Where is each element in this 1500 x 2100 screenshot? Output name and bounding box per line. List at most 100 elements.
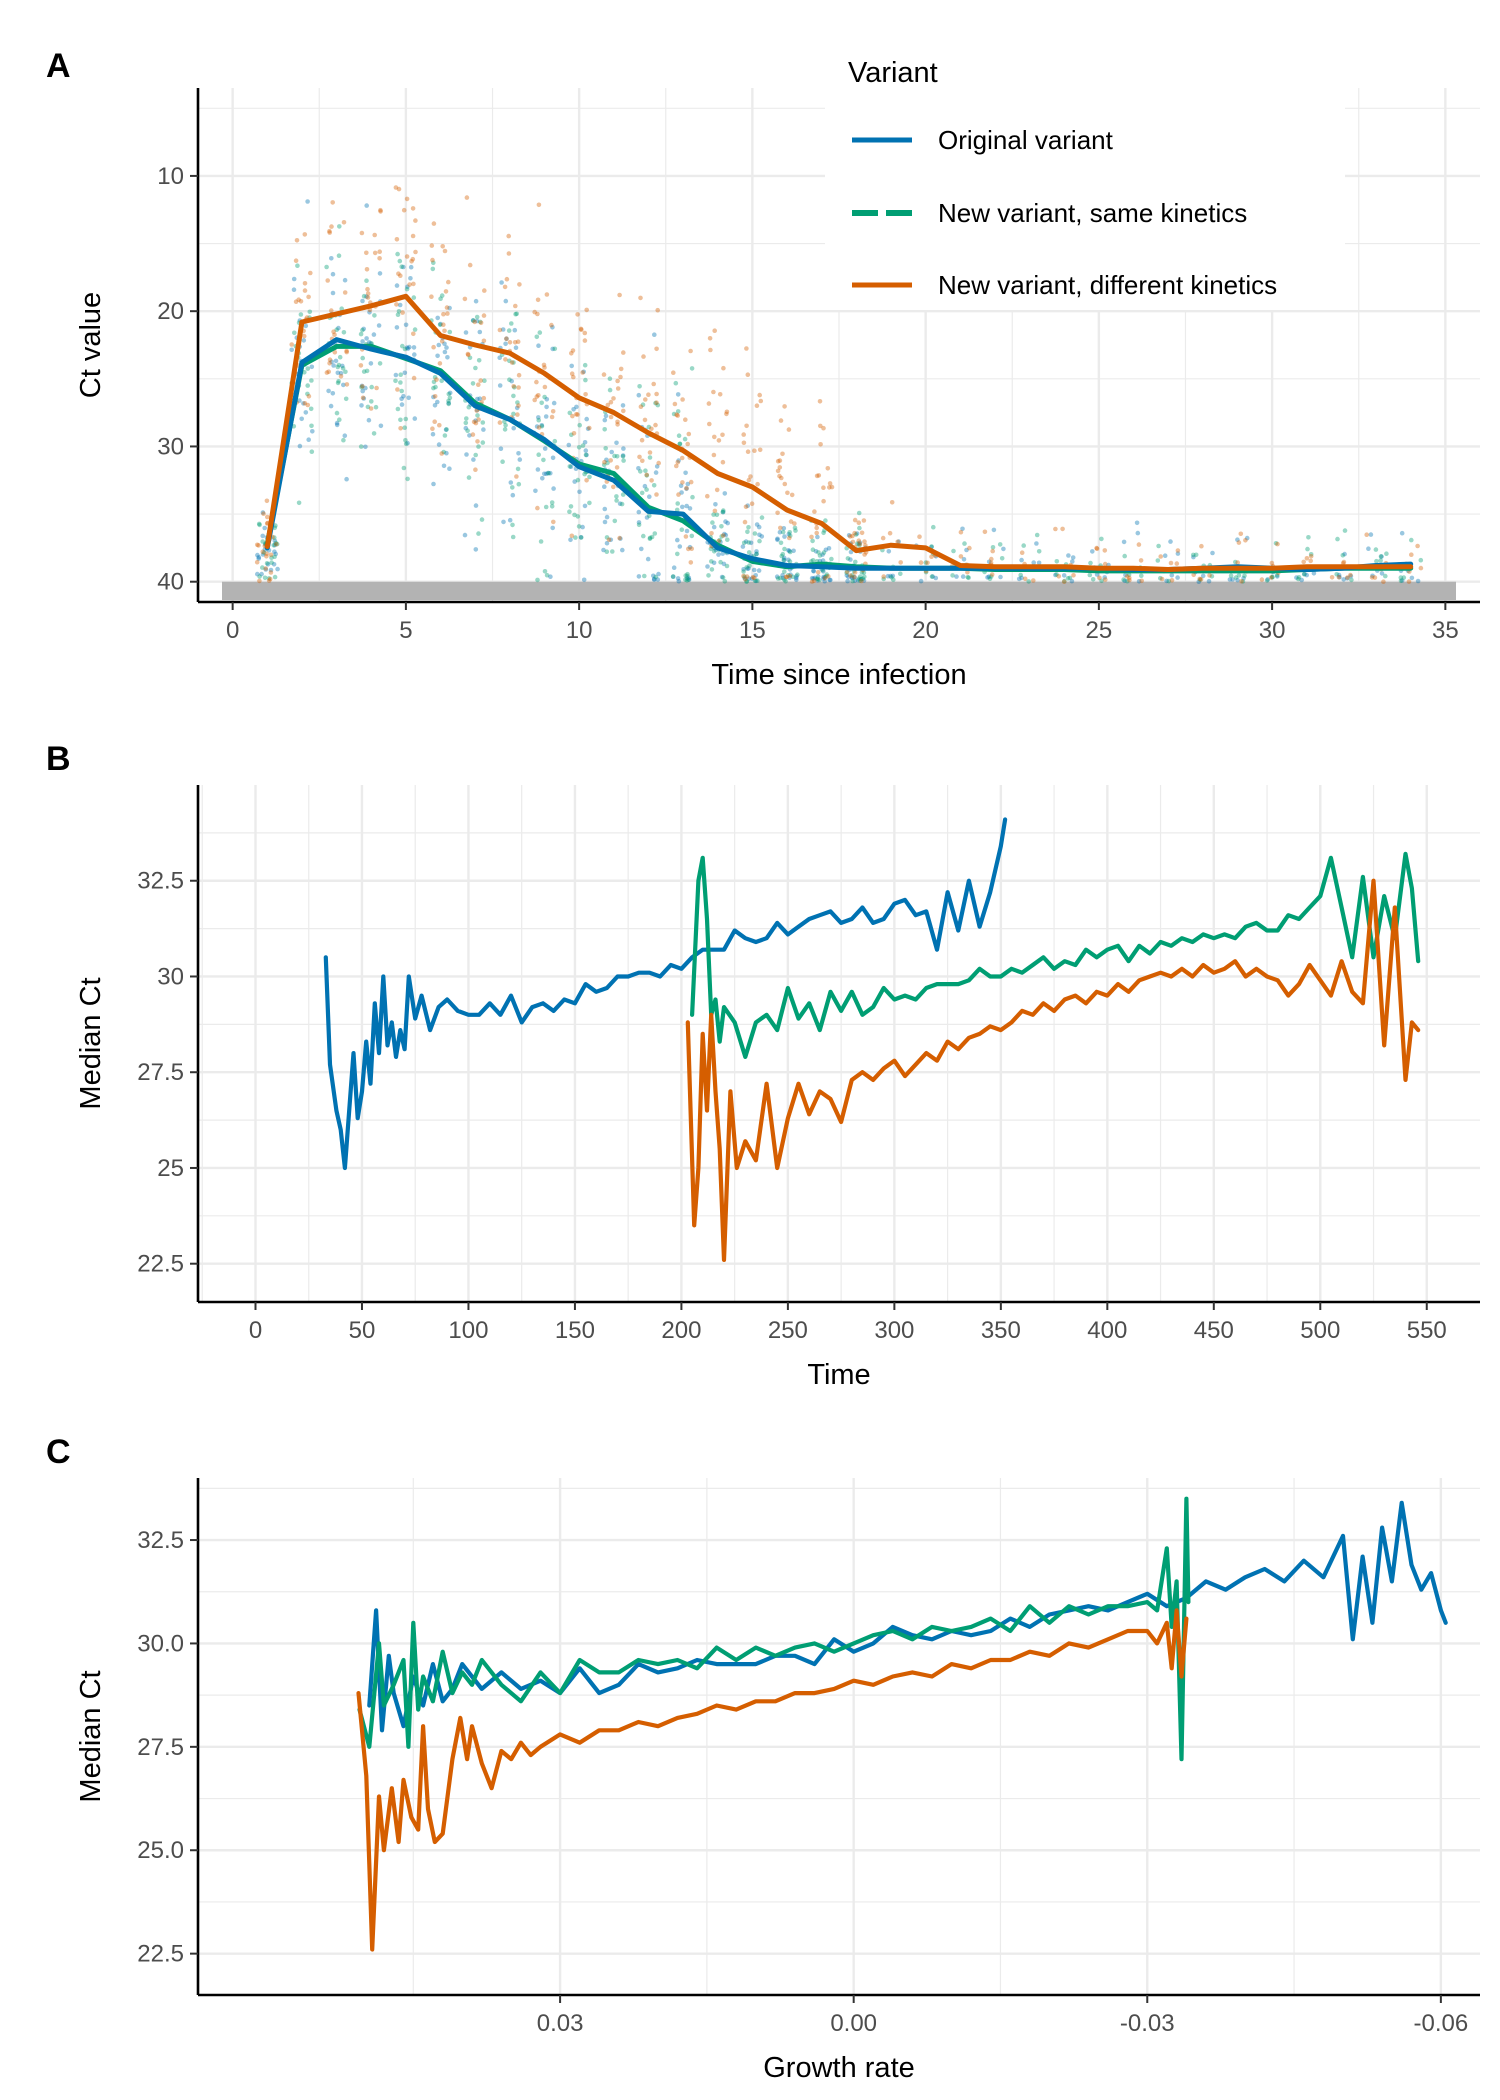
scatter-point (774, 574, 780, 579)
scatter-point (587, 425, 592, 431)
scatter-point (255, 552, 260, 558)
scatter-point (399, 264, 405, 270)
scatter-point (575, 514, 581, 519)
scatter-point (604, 514, 610, 520)
scatter-point (684, 576, 690, 581)
scatter-point (444, 345, 449, 350)
scatter-point (306, 394, 312, 399)
scatter-point (254, 559, 260, 565)
scatter-point (686, 577, 692, 582)
scatter-point (812, 575, 818, 581)
scatter-point (291, 276, 297, 282)
x-tick-label: 0.03 (537, 2010, 584, 2037)
scatter-point (676, 433, 682, 439)
scatter-point (567, 509, 572, 514)
scatter-point (646, 424, 652, 430)
scatter-point (679, 455, 685, 461)
scatter-point (365, 404, 371, 410)
scatter-point (1399, 578, 1405, 583)
x-tick-label: 35 (1432, 617, 1459, 644)
scatter-point (569, 363, 574, 369)
scatter-point (1191, 572, 1196, 578)
scatter-point (506, 328, 512, 333)
scatter-point (844, 573, 850, 578)
scatter-point (506, 251, 512, 256)
scatter-point (441, 311, 446, 317)
scatter-point (1236, 573, 1242, 578)
scatter-point (982, 529, 988, 535)
scatter-point (933, 575, 939, 581)
scatter-point (716, 552, 721, 557)
scatter-point (376, 323, 382, 328)
scatter-point (404, 286, 410, 292)
scatter-point (301, 333, 307, 339)
scatter-point (446, 401, 452, 407)
scatter-point (958, 529, 964, 535)
scatter-point (535, 297, 541, 303)
scatter-point (986, 574, 992, 579)
scatter-point (431, 394, 436, 400)
scatter-point (792, 525, 798, 531)
scatter-point (744, 579, 749, 584)
scatter-point (651, 576, 657, 582)
scatter-point (378, 423, 384, 429)
scatter-point (786, 531, 792, 537)
series-line-different-kinetics (356, 1608, 1189, 1952)
scatter-point (465, 351, 471, 357)
scatter-point (823, 518, 828, 523)
scatter-point (582, 330, 588, 336)
scatter-point (1060, 526, 1065, 532)
scatter-point (848, 573, 853, 578)
scatter-point (740, 544, 746, 549)
scatter-point (620, 453, 626, 458)
scatter-point (582, 471, 587, 477)
scatter-point (988, 574, 994, 579)
scatter-point (576, 445, 582, 450)
scatter-point (503, 357, 508, 362)
scatter-point (1335, 536, 1340, 542)
scatter-point (988, 560, 994, 566)
scatter-point (540, 476, 545, 481)
scatter-point (402, 346, 408, 352)
scatter-point (471, 457, 476, 462)
scatter-point (498, 446, 504, 452)
scatter-point (264, 498, 270, 504)
scatter-point (816, 473, 822, 478)
scatter-point (889, 575, 894, 580)
scatter-point (507, 358, 512, 364)
scatter-point (264, 561, 270, 566)
scatter-point (821, 485, 826, 491)
scatter-point (787, 533, 793, 539)
scatter-point (305, 366, 311, 371)
scatter-point (608, 414, 614, 420)
scatter-point (481, 313, 487, 318)
scatter-point (1036, 549, 1042, 554)
scatter-point (324, 264, 329, 270)
x-tick-label: 30 (1259, 617, 1286, 644)
scatter-point (786, 427, 792, 432)
scatter-point (308, 406, 314, 412)
x-tick-label: 450 (1194, 1317, 1234, 1344)
scatter-point (584, 452, 589, 458)
legend-label-original: Original variant (938, 125, 1114, 155)
scatter-point (745, 529, 750, 535)
scatter-point (1136, 542, 1142, 547)
scatter-point (431, 385, 436, 391)
scatter-point (880, 535, 886, 541)
scatter-point (985, 575, 990, 580)
scatter-point (1379, 571, 1385, 576)
scatter-point (782, 481, 788, 487)
scatter-point (675, 501, 680, 506)
scatter-point (378, 209, 383, 214)
scatter-point (473, 452, 479, 458)
scatter-point (575, 412, 580, 417)
scatter-point (895, 539, 900, 545)
scatter-point (742, 576, 747, 581)
scatter-point (822, 578, 827, 584)
scatter-point (473, 467, 478, 473)
scatter-point (444, 450, 449, 456)
scatter-point (1378, 554, 1384, 559)
scatter-point (644, 487, 649, 492)
scatter-point (585, 426, 591, 432)
scatter-point (329, 359, 334, 365)
